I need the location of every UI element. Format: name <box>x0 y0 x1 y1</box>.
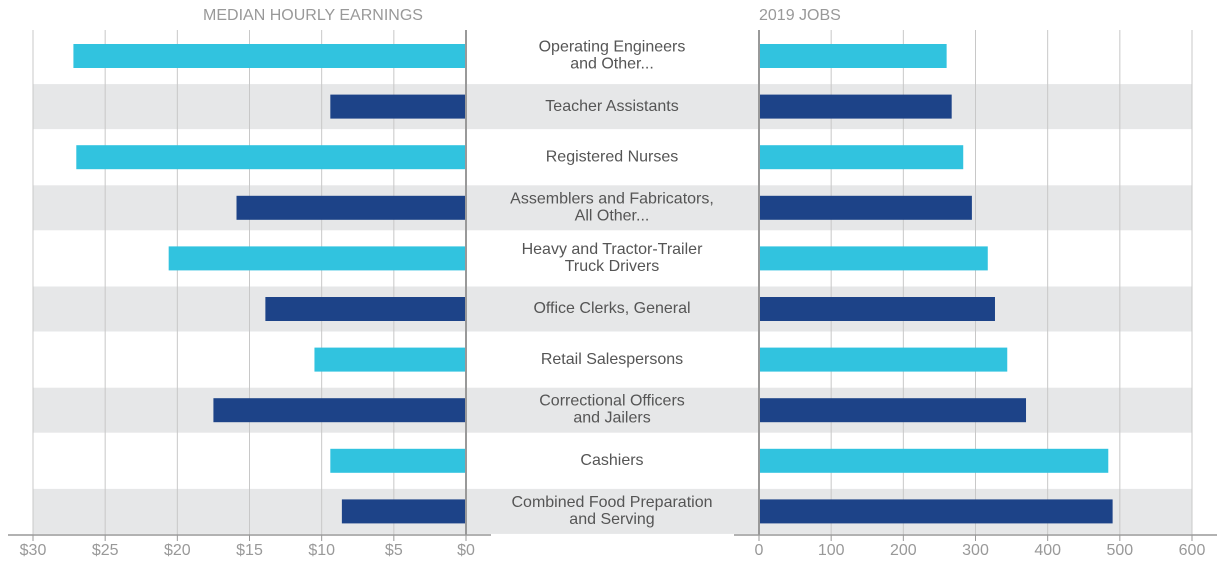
x-tick-label: $5 <box>385 542 403 559</box>
bar <box>314 347 466 372</box>
bar <box>759 448 1109 473</box>
x-tick-label: $10 <box>308 542 335 559</box>
x-tick-label: 100 <box>818 542 845 559</box>
category-label: Operating Engineers and Other... <box>539 39 686 73</box>
x-tick-label: 400 <box>1034 542 1061 559</box>
bar <box>759 246 988 271</box>
bar <box>341 499 466 524</box>
x-tick-label: 0 <box>755 542 764 559</box>
bar <box>168 246 466 271</box>
left-panel-title: MEDIAN HOURLY EARNINGS <box>203 7 423 24</box>
bar <box>236 195 466 220</box>
bar <box>213 398 466 423</box>
bar <box>330 94 466 119</box>
bar <box>759 297 995 321</box>
right-panel-title: 2019 JOBS <box>759 7 841 24</box>
row-stripe <box>33 185 1192 231</box>
x-tick-label: $30 <box>20 542 47 559</box>
x-tick-label: $15 <box>236 542 263 559</box>
category-label: Registered Nurses <box>546 148 679 165</box>
bar <box>76 145 467 170</box>
bar <box>759 398 1027 423</box>
bar <box>73 44 466 68</box>
category-label: Office Clerks, General <box>533 300 690 317</box>
category-label: Retail Salespersons <box>541 351 683 368</box>
bar <box>759 499 1113 524</box>
category-label: Assemblers and Fabricators, All Other... <box>510 191 714 225</box>
x-tick-label: $0 <box>457 542 475 559</box>
bar <box>759 347 1008 372</box>
bar <box>330 448 466 473</box>
bar <box>759 195 972 220</box>
category-label: Teacher Assistants <box>545 98 678 115</box>
row-stripe <box>33 286 1192 332</box>
category-label: Correctional Officers and Jailers <box>539 393 685 427</box>
x-tick-label: 200 <box>890 542 917 559</box>
bar <box>759 44 947 68</box>
bar <box>759 94 952 119</box>
x-tick-label: 600 <box>1179 542 1206 559</box>
category-label: Heavy and Tractor-Trailer Truck Drivers <box>522 241 703 275</box>
row-stripe <box>33 84 1192 130</box>
x-tick-label: 300 <box>962 542 989 559</box>
category-label: Combined Food Preparation and Serving <box>511 494 712 528</box>
category-label: Cashiers <box>580 452 643 469</box>
x-tick-label: $20 <box>164 542 191 559</box>
bar <box>759 145 964 170</box>
x-tick-label: $25 <box>92 542 119 559</box>
bar <box>265 297 466 321</box>
x-tick-label: 500 <box>1106 542 1133 559</box>
